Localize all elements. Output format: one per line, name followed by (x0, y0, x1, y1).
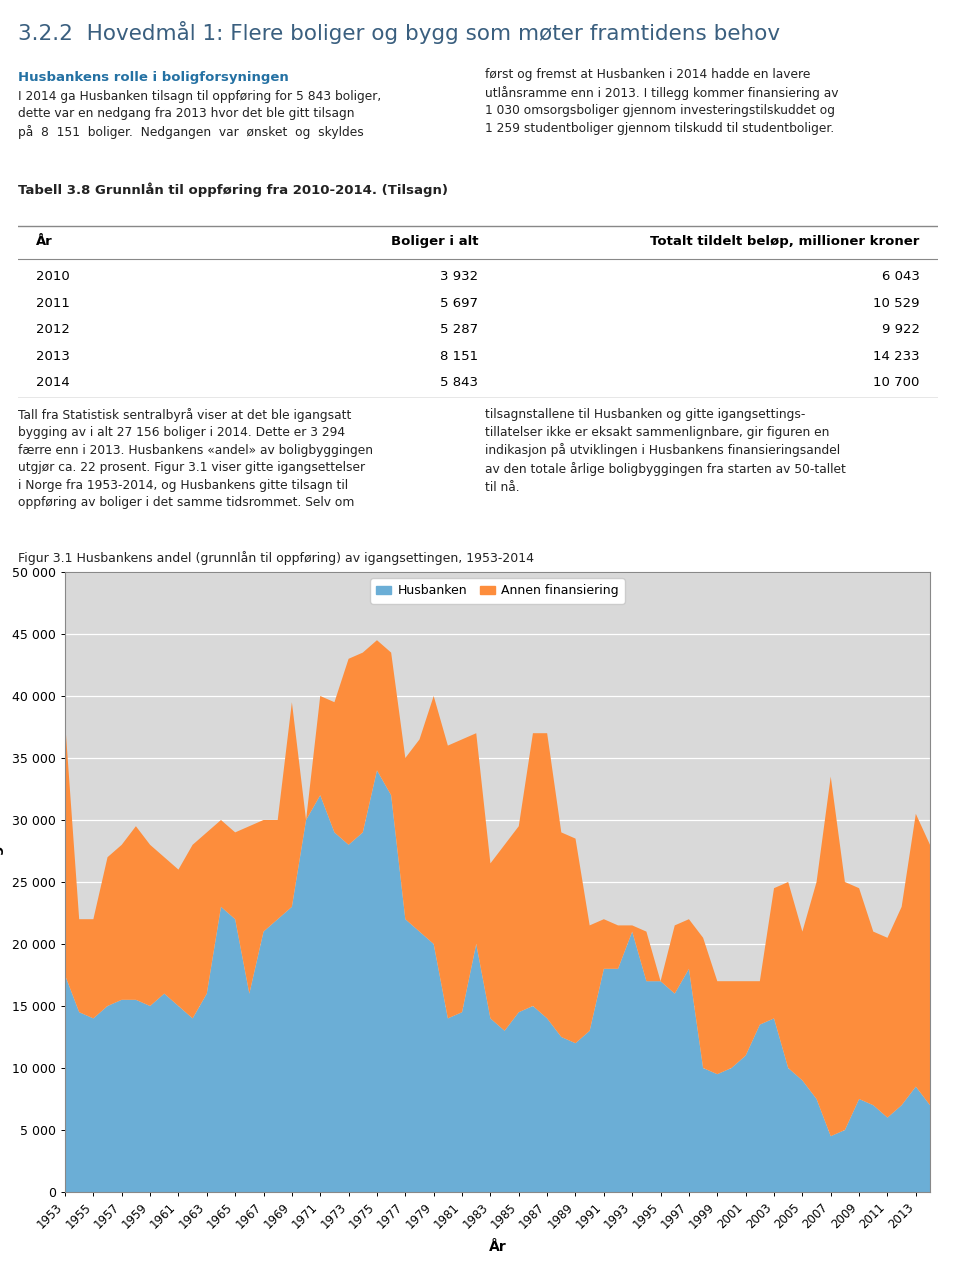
Text: 14 233: 14 233 (873, 349, 920, 363)
Text: først og fremst at Husbanken i 2014 hadde en lavere
utlånsramme enn i 2013. I ti: først og fremst at Husbanken i 2014 hadd… (485, 68, 838, 135)
Text: 8 151: 8 151 (440, 349, 478, 363)
Text: I 2014 ga Husbanken tilsagn til oppføring for 5 843 boliger,
dette var en nedgan: I 2014 ga Husbanken tilsagn til oppførin… (18, 90, 381, 140)
Text: Boliger i alt: Boliger i alt (391, 236, 478, 248)
Text: 10 529: 10 529 (873, 296, 920, 310)
Text: Tall fra Statistisk sentralbyrå viser at det ble igangsatt
bygging av i alt 27 1: Tall fra Statistisk sentralbyrå viser at… (18, 409, 373, 509)
Text: 2010: 2010 (36, 270, 70, 284)
Text: 5 287: 5 287 (440, 323, 478, 337)
Text: 2011: 2011 (36, 296, 70, 310)
Text: tilsagnstallene til Husbanken og gitte igangsettings-
tillatelser ikke er eksakt: tilsagnstallene til Husbanken og gitte i… (485, 409, 846, 494)
Text: Husbankens rolle i boligforsyningen: Husbankens rolle i boligforsyningen (18, 72, 289, 84)
Text: Tabell 3.8 Grunnlån til oppføring fra 2010-2014. (Tilsagn): Tabell 3.8 Grunnlån til oppføring fra 20… (18, 183, 448, 197)
Text: 5 843: 5 843 (440, 376, 478, 388)
Text: 6 043: 6 043 (881, 270, 920, 284)
Text: 5 697: 5 697 (440, 296, 478, 310)
Text: 9 922: 9 922 (881, 323, 920, 337)
X-axis label: År: År (489, 1240, 506, 1253)
Text: 3 932: 3 932 (440, 270, 478, 284)
Legend: Husbanken, Annen finansiering: Husbanken, Annen finansiering (371, 579, 625, 604)
Text: 3.2.2  Hovedmål 1: Flere boliger og bygg som møter framtidens behov: 3.2.2 Hovedmål 1: Flere boliger og bygg … (18, 21, 780, 44)
Y-axis label: Antall boliger: Antall boliger (0, 828, 4, 934)
Text: Figur 3.1 Husbankens andel (grunnlån til oppføring) av igangsettingen, 1953-2014: Figur 3.1 Husbankens andel (grunnlån til… (18, 551, 534, 565)
Text: 10 700: 10 700 (874, 376, 920, 388)
Text: År: År (36, 236, 53, 248)
Text: 2013: 2013 (36, 349, 70, 363)
Text: 2012: 2012 (36, 323, 70, 337)
Text: Totalt tildelt beløp, millioner kroner: Totalt tildelt beløp, millioner kroner (650, 236, 920, 248)
Text: 2014: 2014 (36, 376, 70, 388)
